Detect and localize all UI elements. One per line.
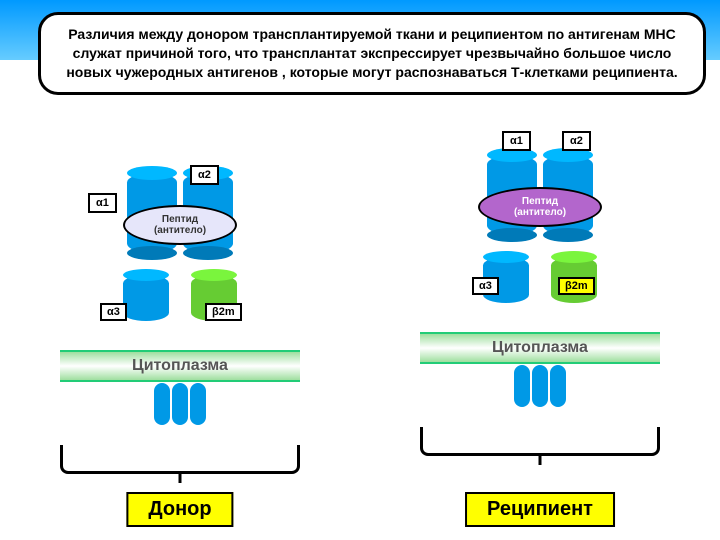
donor-role-label: Донор [126,492,233,527]
peg-icon [190,383,206,425]
recipient-alpha2-label: α2 [562,131,591,151]
peg-icon [514,365,530,407]
peg-icon [172,383,188,425]
recipient-cytoplasm-bar: Цитоплазма [420,332,660,364]
donor-peptide-text2: (антитело) [154,225,206,236]
donor-bracket [60,445,300,474]
recipient-column: α1 α2 Пептид (антитело) α3 β2m Цитоплазм… [390,127,690,507]
recipient-peptide-text1: Пептид [522,196,558,207]
peg-icon [532,365,548,407]
recipient-peptide-oval: Пептид (антитело) [478,187,602,227]
recipient-alpha1-label: α1 [502,131,531,151]
recipient-role-label: Реципиент [465,492,615,527]
diagram-row: α1 α2 Пептид (антитело) α3 β2m Цитоплазм… [0,145,720,525]
recipient-peptide-text2: (антитело) [514,207,566,218]
donor-alpha1-label: α1 [88,193,117,213]
donor-alpha3-label: α3 [100,303,127,321]
donor-pegs [154,383,206,425]
donor-peptide-text1: Пептид [162,214,198,225]
peg-icon [550,365,566,407]
recipient-pegs [514,365,566,407]
donor-cytoplasm-bar: Цитоплазма [60,350,300,382]
recipient-beta2m-label: β2m [558,277,595,295]
donor-column: α1 α2 Пептид (антитело) α3 β2m Цитоплазм… [30,145,330,525]
peg-icon [154,383,170,425]
donor-beta2m-label: β2m [205,303,242,321]
donor-cytoplasm-text: Цитоплазма [132,357,228,375]
donor-alpha3-cylinder [123,275,169,321]
donor-alpha2-label: α2 [190,165,219,185]
recipient-alpha3-label: α3 [472,277,499,295]
recipient-cytoplasm-text: Цитоплазма [492,339,588,357]
header-description: Различия между донором трансплантируемой… [38,12,706,95]
recipient-bracket [420,427,660,456]
donor-peptide-oval: Пептид (антитело) [123,205,237,245]
